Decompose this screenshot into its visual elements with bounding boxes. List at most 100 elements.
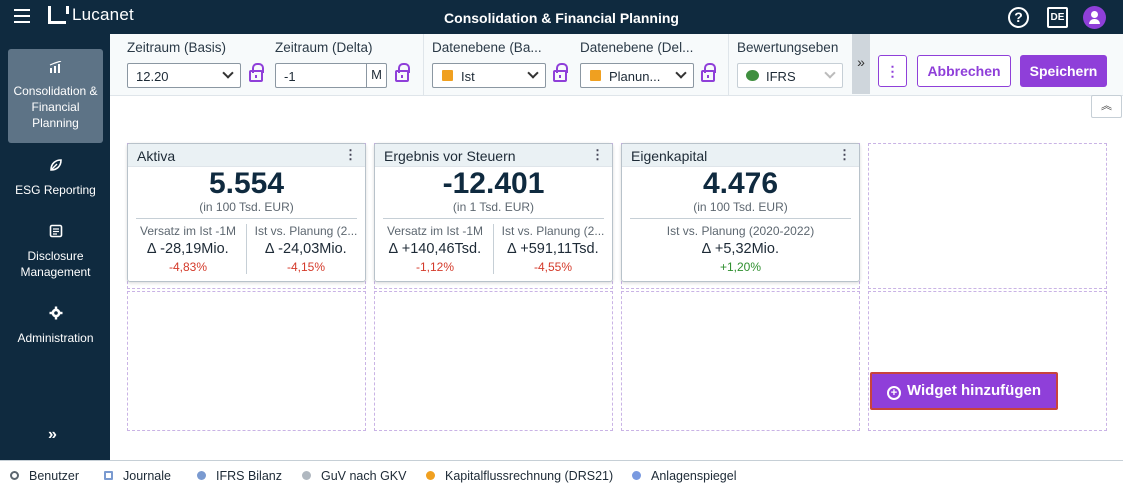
filter-zeitraum-delta: Zeitraum (Delta): [275, 40, 373, 55]
widget-header: Eigenkapital ⋮: [622, 144, 859, 167]
menu-icon[interactable]: [14, 9, 30, 23]
sidebar-item-label: Consolidation & Financial Planning: [13, 84, 98, 130]
comparison-label: Ist vs. Planung (2020-2022): [666, 224, 815, 238]
sidebar-item-administration[interactable]: Administration: [8, 306, 103, 346]
statusbar-item-journale[interactable]: Journale: [104, 469, 171, 483]
statusbar-item-kapitalfluss[interactable]: Kapitalflussrechnung (DRS21): [426, 469, 613, 483]
kpi-comparison: Versatz im Ist -1M ∆ +140,46Tsd. -1,12%: [379, 224, 491, 274]
plus-circle-icon: +: [886, 386, 901, 400]
sidebar-item-label: ESG Reporting: [15, 183, 96, 197]
help-icon[interactable]: ?: [1008, 7, 1029, 28]
add-widget-label: Widget hinzufügen: [906, 382, 1041, 399]
widget-aktiva[interactable]: Aktiva ⋮ 5.554 (in 100 Tsd. EUR) Versatz…: [127, 143, 366, 282]
kpi-unit: (in 1 Tsd. EUR): [452, 200, 535, 214]
add-widget-button[interactable]: + Widget hinzufügen: [870, 372, 1058, 410]
sidebar-item-label: Administration: [17, 331, 94, 345]
chevron-down-icon: [675, 67, 687, 79]
statusbar-label: Kapitalflussrechnung (DRS21): [445, 469, 614, 483]
statusbar-item-benutzer[interactable]: Benutzer: [10, 469, 79, 483]
comparison-delta: ∆ +591,11Tsd.: [507, 241, 599, 257]
comparison-percent: -4,55%: [533, 260, 573, 274]
kebab-menu-icon[interactable]: ⋮: [838, 147, 851, 162]
scale-icon: [746, 70, 759, 81]
save-button[interactable]: Speichern: [1020, 55, 1107, 87]
statusbar-item-guv[interactable]: GuV nach GKV: [302, 469, 406, 483]
sidebar-expand-icon[interactable]: »: [48, 426, 57, 443]
language-button[interactable]: DE: [1047, 7, 1068, 28]
widget-ergebnis-vor-steuern[interactable]: Ergebnis vor Steuern ⋮ -12.401 (in 1 Tsd…: [374, 143, 613, 282]
statusbar-item-ifrs-bilanz[interactable]: IFRS Bilanz: [197, 469, 282, 483]
dot-icon: [632, 471, 641, 480]
sidebar-item-consolidation[interactable]: Consolidation & Financial Planning: [8, 49, 103, 143]
kpi-value: 5.554: [208, 167, 285, 200]
bewertungsebene-select[interactable]: IFRS: [737, 63, 843, 88]
dot-icon: [426, 471, 435, 480]
cancel-button[interactable]: Abbrechen: [917, 55, 1011, 87]
grid-cell: [374, 291, 613, 431]
sidebar: Consolidation & Financial Planning ESG R…: [0, 34, 110, 460]
sidebar-item-disclosure[interactable]: Disclosure Management: [8, 224, 103, 280]
filter-datenebene-basis: Datenebene (Ba...: [432, 40, 542, 55]
comparison-label: Versatz im Ist -1M: [139, 224, 237, 238]
chevron-down-icon: [222, 67, 234, 79]
journal-icon: [104, 471, 113, 480]
unlock-icon[interactable]: [395, 63, 410, 82]
select-value: 12.20: [136, 69, 169, 84]
sidebar-item-label: Disclosure Management: [20, 249, 91, 279]
zeitraum-basis-select[interactable]: 12.20: [127, 63, 241, 88]
filter-datenebene-delta: Datenebene (Del...: [580, 40, 693, 55]
statusbar-label: IFRS Bilanz: [216, 469, 282, 483]
top-bar: Lucanet Consolidation & Financial Planni…: [0, 0, 1123, 34]
comparison-percent: -1,12%: [415, 260, 455, 274]
more-filters-button[interactable]: »: [852, 34, 870, 94]
cube-icon: [442, 70, 453, 81]
divider: [493, 224, 494, 274]
comparison-label: Ist vs. Planung (2...: [254, 224, 358, 238]
filter-label: Datenebene (Del...: [580, 40, 694, 55]
chevron-down-icon: [824, 67, 836, 79]
kpi-comparison: Ist vs. Planung (2... ∆ +591,11Tsd. -4,5…: [497, 224, 609, 274]
datenebene-basis-select[interactable]: Ist: [432, 63, 546, 88]
comparison-percent: -4,83%: [168, 260, 208, 274]
leaf-icon: [8, 158, 103, 176]
grid-cell: [621, 291, 860, 431]
users-icon: [10, 471, 19, 480]
kpi-unit: (in 100 Tsd. EUR): [693, 200, 788, 214]
widget-title: Eigenkapital: [631, 148, 708, 164]
unlock-icon[interactable]: [553, 63, 568, 82]
unlock-icon[interactable]: [249, 63, 264, 82]
kebab-menu-icon[interactable]: ⋮: [344, 147, 357, 162]
more-options-button[interactable]: ⋮: [878, 55, 907, 87]
collapse-up-button[interactable]: ︽: [1091, 95, 1122, 118]
sidebar-item-esg[interactable]: ESG Reporting: [8, 158, 103, 198]
grid-cell: [868, 143, 1107, 289]
cube-icon: [590, 70, 601, 81]
divider: [423, 34, 424, 96]
kpi-value: 4.476: [702, 167, 779, 200]
user-avatar-icon[interactable]: [1083, 6, 1106, 29]
grid-cell: [868, 291, 1107, 431]
brand-name: Lucanet: [72, 5, 134, 24]
zeitraum-delta-input[interactable]: -1 M: [275, 63, 387, 88]
select-value: IFRS: [766, 69, 796, 84]
widget-header: Ergebnis vor Steuern ⋮: [375, 144, 612, 167]
dashboard-grid: Aktiva ⋮ 5.554 (in 100 Tsd. EUR) Versatz…: [127, 143, 1107, 431]
divider: [136, 218, 357, 219]
kpi-unit: (in 100 Tsd. EUR): [199, 200, 294, 214]
kpi-value: -12.401: [442, 167, 545, 200]
datenebene-delta-select[interactable]: Planun...: [580, 63, 694, 88]
lucanet-logo-icon: [48, 6, 69, 24]
kebab-menu-icon[interactable]: ⋮: [591, 147, 604, 162]
gear-icon: [8, 306, 103, 324]
statusbar-item-anlagenspiegel[interactable]: Anlagenspiegel: [632, 469, 737, 483]
widget-eigenkapital[interactable]: Eigenkapital ⋮ 4.476 (in 100 Tsd. EUR) I…: [621, 143, 860, 282]
divider: [728, 34, 729, 96]
filter-label: Bewertungseben: [737, 40, 839, 55]
comparison-label: Versatz im Ist -1M: [386, 224, 484, 238]
comparison-delta: ∆ -28,19Mio.: [147, 241, 229, 257]
unlock-icon[interactable]: [701, 63, 716, 82]
statusbar-label: Journale: [123, 469, 171, 483]
comparison-delta: ∆ +5,32Mio.: [702, 241, 779, 257]
widget-title: Ergebnis vor Steuern: [384, 148, 516, 164]
widget-header: Aktiva ⋮: [128, 144, 365, 167]
